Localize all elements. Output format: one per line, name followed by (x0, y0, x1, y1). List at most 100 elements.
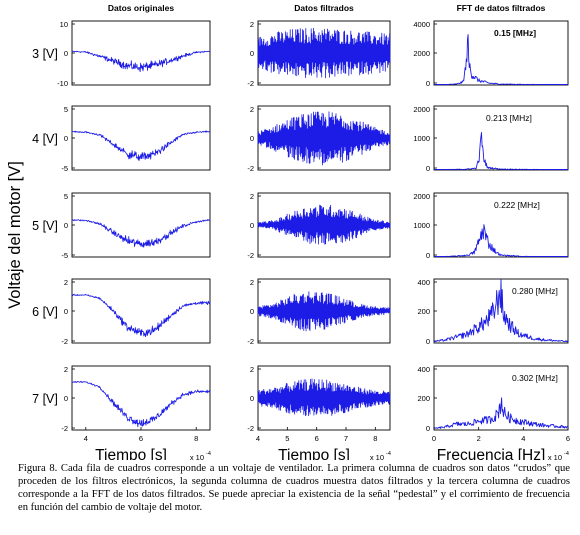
ytick-label: -5 (61, 251, 68, 260)
ytick-label: 400 (417, 278, 430, 287)
figure-grid: Datos originales Datos filtrados FFT de da… (6, 3, 570, 460)
xtick-label: 2 (477, 434, 481, 443)
ytick-label: 0 (64, 307, 68, 316)
row-label-5: 7 [V] (32, 392, 58, 406)
peak-label-3: 0.222 [MHz] (494, 200, 540, 210)
panel-r5-c3: 400 200 0 0.302 [MHz] 0 2 4 6 Frecuencia [Hz] x 1… (417, 365, 570, 460)
xlabel-1: Tiempo [s] (95, 447, 167, 460)
series-line (71, 293, 211, 338)
ytick-label: 0 (426, 164, 430, 173)
ytick-label: 200 (417, 307, 430, 316)
series-line (257, 378, 391, 417)
ytick-label: 200 (417, 394, 430, 403)
panel-frame (71, 105, 211, 171)
ytick-label: 2 (250, 365, 254, 374)
series-line (434, 34, 568, 85)
ytick-label: -10 (57, 79, 68, 88)
xscale-exponent: -4 (206, 451, 211, 457)
ytick-label: -2 (247, 79, 254, 88)
ytick-label: 2 (250, 105, 254, 114)
panel-r2-c1: 5 0 -5 (61, 105, 211, 173)
ytick-label: -2 (247, 424, 254, 433)
ytick-label: 0 (64, 49, 68, 58)
series-line (257, 111, 391, 166)
ytick-label: 0 (64, 221, 68, 230)
ytick-label: 10 (60, 20, 68, 29)
column-title-2: Datos filtrados (294, 3, 354, 13)
ytick-label: -2 (61, 424, 68, 433)
column-title-3: FFT de datos filtrados (457, 3, 546, 13)
ytick-label: 2 (250, 20, 254, 29)
peak-label-2: 0.213 [MHz] (486, 113, 532, 123)
xtick-label: 8 (373, 434, 377, 443)
ytick-label: 0 (426, 424, 430, 433)
ytick-label: -5 (61, 164, 68, 173)
xtick-label: 6 (139, 434, 143, 443)
ytick-label: 5 (64, 192, 68, 201)
xlabel-2: Tiempo [s] (278, 447, 350, 460)
panel-r3-c3: 2000 1000 0 0.222 [MHz] (413, 192, 569, 260)
ytick-label: 1000 (413, 221, 430, 230)
row-label-2: 4 [V] (32, 132, 58, 146)
xtick-label: 4 (521, 434, 525, 443)
ytick-label: 0 (250, 221, 254, 230)
ytick-label: 0 (250, 307, 254, 316)
ytick-label: 0 (426, 251, 430, 260)
series-line (257, 27, 391, 79)
xtick-label: 8 (194, 434, 198, 443)
xscale-exponent: -4 (386, 451, 391, 457)
panel-r3-c2: 2 0 -2 (247, 192, 391, 260)
column-title-1: Datos originales (108, 3, 174, 13)
xscale-1: x 10 (190, 453, 204, 460)
ytick-label: 0 (64, 134, 68, 143)
ytick-label: 2 (250, 192, 254, 201)
xlabel-3: Frecuencia [Hz] (437, 447, 546, 460)
series-line (434, 132, 568, 170)
panel-r4-c3: 400 200 0 0.280 [MHz] (417, 278, 569, 346)
ytick-label: 400 (417, 365, 430, 374)
peak-label-5: 0.302 [MHz] (512, 373, 558, 383)
xtick-label: 0 (432, 434, 436, 443)
ytick-label: 2 (250, 278, 254, 287)
series-line (434, 224, 568, 257)
panel-r1-c3: 4000 2000 0 0.15 [MHz] (413, 20, 569, 88)
series-line (433, 397, 569, 429)
panel-r5-c2: 2 0 -24 5 6 7 8 Tiempo [s] x 10 -4 (247, 365, 391, 460)
row-label-4: 6 [V] (32, 305, 58, 319)
series-line (257, 204, 391, 245)
peak-label-1: 0.15 [MHz] (494, 28, 536, 38)
ytick-label: 2 (64, 365, 68, 374)
xscale-exponent: -4 (564, 451, 569, 457)
global-ylabel: Voltaje del motor [V] (6, 161, 24, 309)
xtick-label: 4 (84, 434, 88, 443)
series-line (433, 279, 569, 343)
series-line (257, 291, 391, 332)
panel-r5-c1: 2 0 -2 4 6 8 Tiempo [s] x 10 -4 (61, 365, 211, 460)
ytick-label: 4000 (413, 20, 430, 29)
series-line (71, 380, 211, 428)
xtick-label: 7 (344, 434, 348, 443)
row-label-3: 5 [V] (32, 219, 58, 233)
panel-r2-c2: 2 0 -2 (247, 105, 391, 173)
panel-r4-c1: 2 0 -2 (61, 278, 211, 346)
series-line (72, 218, 211, 248)
panel-r1-c1: 10 0 -10 (57, 20, 211, 88)
ytick-label: 2000 (413, 192, 430, 201)
panel-r1-c2: 2 0 -2 (247, 20, 391, 88)
panel-r3-c1: 5 0 -5 (61, 192, 211, 260)
panel-frame (71, 365, 211, 431)
xscale-3: x 10 (548, 453, 562, 460)
xtick-label: 6 (566, 434, 570, 443)
ytick-label: 0 (250, 394, 254, 403)
series-line (71, 50, 211, 72)
xtick-label: 6 (315, 434, 319, 443)
xtick-label: 5 (285, 434, 289, 443)
ytick-label: 2000 (413, 105, 430, 114)
panel-r4-c2: 2 0 -2 (247, 278, 391, 346)
ytick-label: -2 (61, 337, 68, 346)
xtick-label: 4 (256, 434, 260, 443)
panel-r2-c3: 2000 1000 0 0.213 [MHz] (413, 105, 569, 173)
series-line (72, 130, 211, 162)
ytick-label: 5 (64, 105, 68, 114)
row-label-1: 3 [V] (32, 47, 58, 61)
